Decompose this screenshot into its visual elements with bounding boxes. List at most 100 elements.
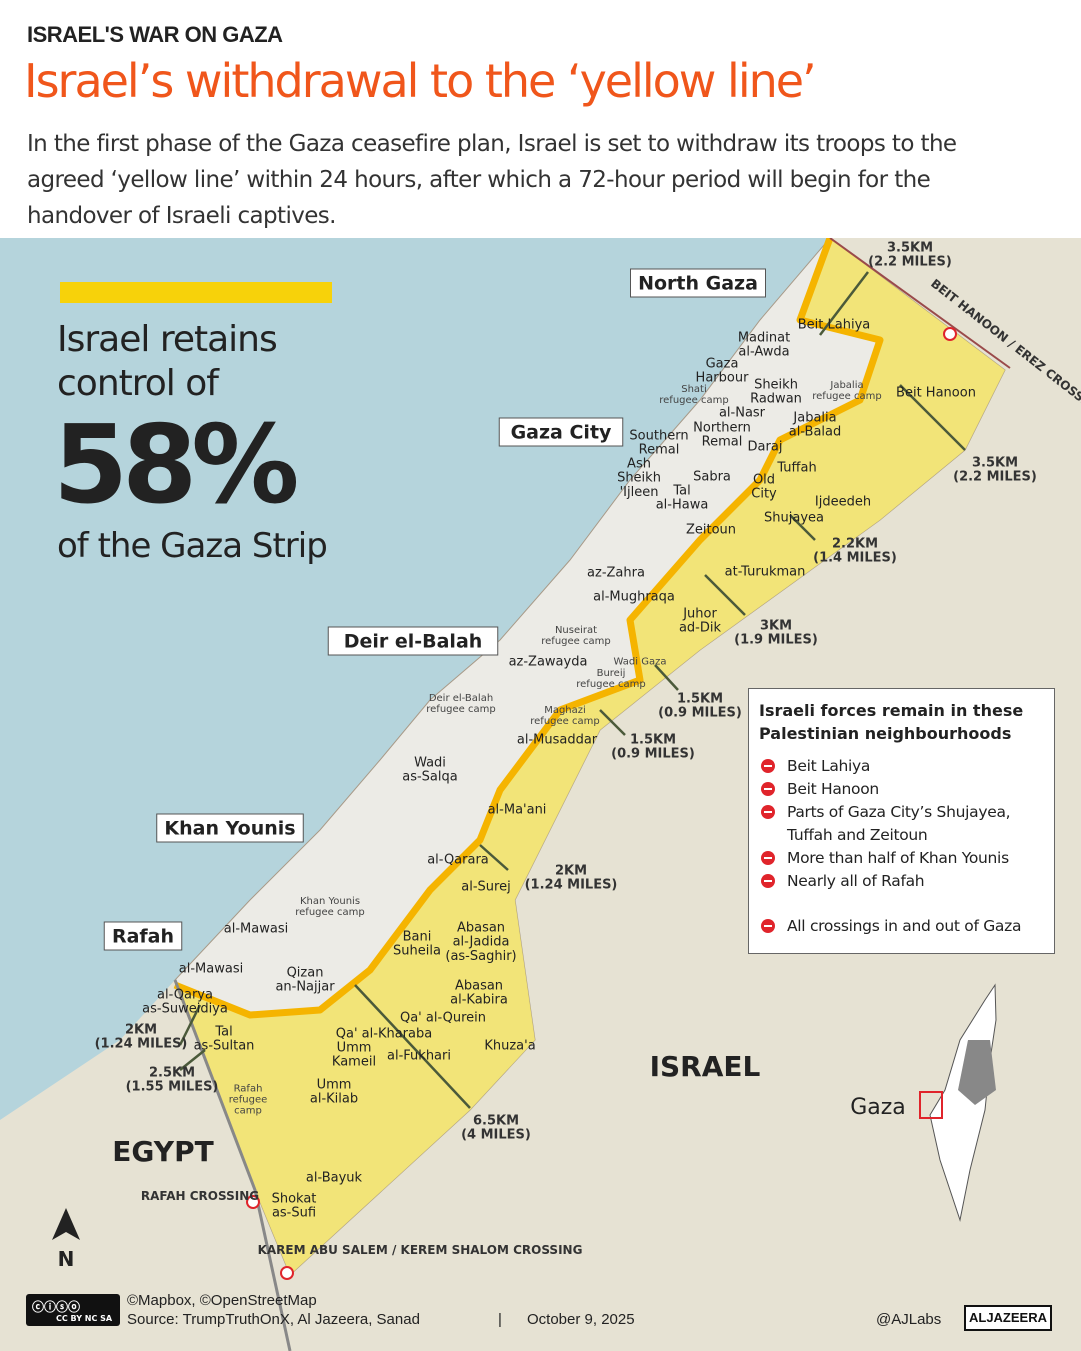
region-label: Khan Younis — [164, 818, 295, 840]
place-label: Jabalia al-Balad — [789, 410, 842, 439]
place-label: Bureij refugee camp — [576, 668, 645, 690]
rafah-crossing-marker — [246, 1195, 260, 1209]
region-label-box — [156, 813, 304, 843]
place-label: Jabalia refugee camp — [812, 380, 881, 402]
distance-label: 2.5KM (1.55 MILES) — [126, 1065, 219, 1094]
place-label: Umm Kameil — [332, 1040, 376, 1069]
place-label: Beit Hanoon — [896, 386, 976, 401]
legend-item: More than half of Khan Younis — [759, 847, 1044, 870]
separator: | — [498, 1311, 502, 1328]
place-label: Shujayea — [764, 511, 824, 526]
no-entry-icon — [761, 851, 775, 865]
place-label: Abasan al-Kabira — [450, 978, 508, 1007]
inset-gaza-label: Gaza — [850, 1095, 906, 1120]
no-entry-icon — [761, 919, 775, 933]
place-label: Wadi Gaza — [614, 657, 667, 668]
region-label-box — [103, 921, 183, 951]
distance-arrow — [599, 709, 626, 736]
place-label: Tuffah — [776, 461, 816, 476]
legend-title: Israeli forces remain in these Palestini… — [759, 701, 1024, 743]
handle: @AJLabs — [876, 1311, 942, 1328]
source: Source: TrumpTruthOnX, Al Jazeera, Sanad — [127, 1311, 420, 1328]
erez-crossing-marker — [943, 327, 957, 341]
place-label: al-Musaddar — [517, 733, 598, 748]
place-label: Maghazi refugee camp — [530, 705, 599, 727]
place-label: Shati refugee camp — [659, 384, 728, 406]
distance-labels: 3.5KM (2.2 MILES) 3.5KM (2.2 MILES) 2.2KM (1.… — [95, 240, 1037, 1142]
no-entry-icon — [761, 759, 775, 773]
place-label: al-Mawasi — [179, 962, 243, 977]
place-label: az-Zahra — [587, 566, 645, 581]
page-title: Israel’s withdrawal to the ‘yellow line’ — [24, 54, 817, 108]
place-label: al-Qarya as-Suweidiya — [142, 987, 228, 1016]
place-label: Qizan an-Najjar — [275, 965, 335, 994]
place-label: at-Turukman — [725, 565, 806, 580]
place-label: Bani Suheila — [393, 929, 441, 958]
distance-label: 2KM (1.24 MILES) — [525, 863, 618, 892]
place-label: Juhor ad-Dik — [679, 606, 722, 635]
place-label: az-Zawayda — [509, 655, 588, 670]
legend: Israeli forces remain in these Palestini… — [748, 688, 1055, 954]
place-label: Gaza Harbour — [696, 356, 750, 385]
crossing-kerem-shalom: KAREM ABU SALEM / KEREM SHALOM CROSSING — [258, 1243, 583, 1257]
region-label-box — [498, 417, 624, 447]
region-label-box — [327, 626, 499, 656]
no-entry-icon — [761, 782, 775, 796]
place-label: al-Qarara — [427, 853, 489, 868]
date: October 9, 2025 — [527, 1311, 635, 1328]
israel-border — [829, 238, 1011, 369]
cc-license-badge: CC BY NC SA ⓒⓘⓢⓞ — [26, 1294, 120, 1326]
region-label: Gaza City — [511, 422, 612, 444]
distance-arrow — [479, 844, 509, 871]
distance-label: 1.5KM (0.9 MILES) — [658, 691, 742, 720]
place-label: Umm al-Kilab — [310, 1077, 358, 1106]
distance-arrow — [178, 1004, 202, 1046]
place-label: al-Ma'ani — [488, 803, 547, 818]
distance-label: 3.5KM (2.2 MILES) — [953, 455, 1037, 484]
stat-block: Israel retains control of 58% of the Gaz… — [53, 318, 328, 566]
place-label: Madinat al-Awda — [738, 330, 790, 359]
place-label: al-Surej — [461, 880, 510, 895]
distance-arrow — [179, 1049, 206, 1071]
distance-arrow — [704, 574, 746, 616]
inset-map: Gaza — [850, 983, 997, 1222]
stat-line2: control of — [57, 363, 219, 404]
legend-item: Parts of Gaza City’s Shujayea, Tuffah an… — [759, 801, 1044, 847]
credits: ©Mapbox, ©OpenStreetMap — [127, 1292, 317, 1309]
place-label: Deir el-Balah refugee camp — [426, 693, 495, 715]
subtitle: In the first phase of the Gaza ceasefire… — [27, 131, 957, 229]
country-israel: ISRAEL — [650, 1050, 761, 1083]
place-label: Qa' al-Kharaba — [336, 1027, 432, 1042]
region-label-box — [630, 268, 766, 298]
place-label: al-Mawasi — [224, 922, 288, 937]
region-label: Rafah — [112, 926, 174, 948]
egypt-border — [173, 979, 292, 1351]
north-label: N — [58, 1247, 75, 1271]
sea — [0, 238, 830, 1120]
place-label: Northern Remal — [693, 420, 751, 449]
header: ISRAEL'S WAR ON GAZA Israel’s withdrawal… — [0, 0, 1081, 238]
stat-accent-bar — [60, 282, 332, 303]
distance-arrow — [789, 514, 816, 541]
place-label: al-Bayuk — [306, 1171, 363, 1186]
place-label: Nuseirat refugee camp — [541, 625, 610, 647]
place-label: al-Mughraqa — [593, 590, 675, 605]
country-egypt: EGYPT — [112, 1135, 213, 1168]
place-label: Abasan al-Jadida (as-Saghir) — [445, 920, 516, 964]
distance-arrows — [178, 271, 966, 1109]
distance-label: 2.2KM (1.4 MILES) — [813, 536, 897, 565]
kicker: ISRAEL'S WAR ON GAZA — [27, 22, 283, 47]
stat-line1: Israel retains — [57, 319, 278, 360]
place-label: Old City — [751, 472, 777, 501]
place-label: al-Fukhari — [387, 1049, 451, 1064]
region-label: North Gaza — [638, 273, 758, 295]
crossing-markers — [246, 327, 957, 1280]
distance-label: 1.5KM (0.9 MILES) — [611, 732, 695, 761]
legend-item: All crossings in and out of Gaza — [759, 915, 1044, 938]
stat-line3: of the Gaza Strip — [57, 526, 328, 566]
kerem-shalom-crossing-marker — [280, 1266, 294, 1280]
aljazeera-logo: ALJAZEERA — [964, 1305, 1052, 1331]
region-label: Deir el-Balah — [344, 631, 483, 653]
legend-item: Beit Hanoon — [759, 778, 1044, 801]
